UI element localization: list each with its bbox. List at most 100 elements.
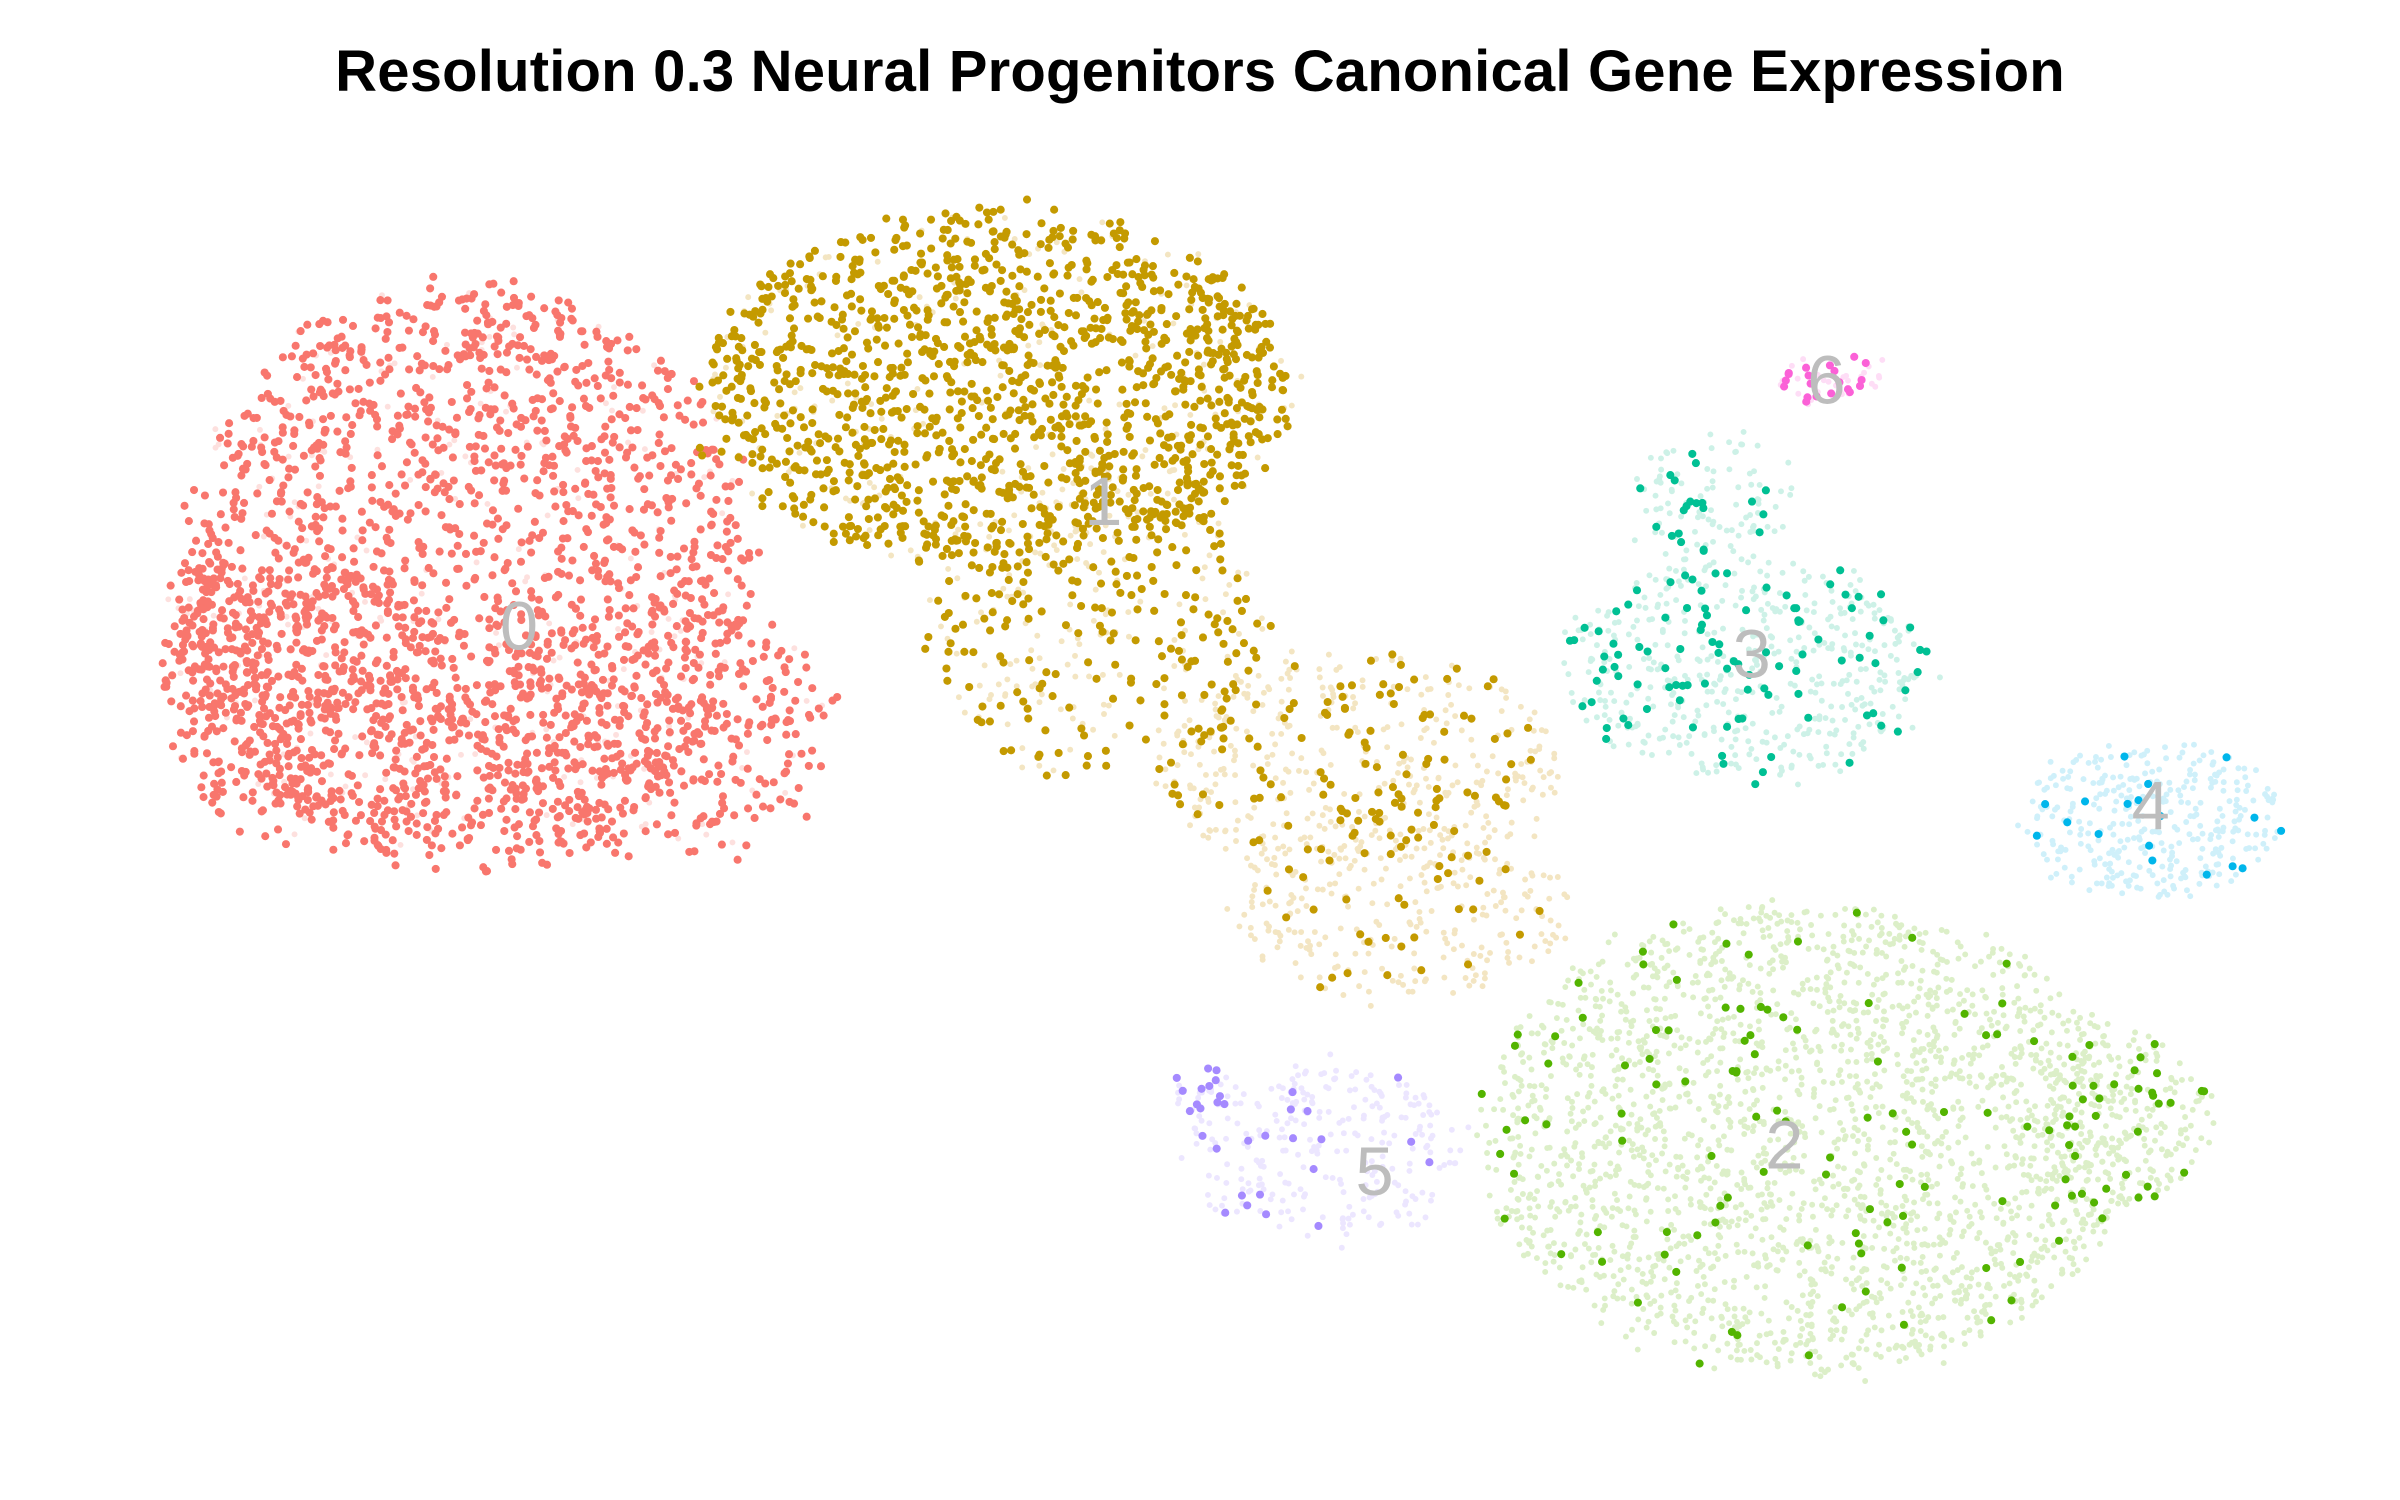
cluster-3-point xyxy=(1628,691,1635,698)
cluster-2-point xyxy=(1867,1094,1874,1101)
cluster-1-point xyxy=(1037,362,1044,369)
cluster-3-point xyxy=(1703,702,1710,709)
cluster-1-point xyxy=(1303,903,1310,909)
cluster-2-point xyxy=(1775,1118,1782,1125)
cluster-5-point xyxy=(1217,1081,1224,1088)
cluster-3-point xyxy=(1658,529,1665,536)
cluster-2-point xyxy=(2090,1206,2097,1213)
cluster-2-point xyxy=(2074,1211,2081,1218)
cluster-0-point xyxy=(543,812,550,819)
cluster-2-point xyxy=(1934,1180,1941,1187)
cluster-2-point xyxy=(1827,1327,1834,1334)
cluster-1-point xyxy=(1169,467,1176,474)
cluster-3-point xyxy=(1895,670,1902,676)
cluster-1-point xyxy=(1164,490,1171,497)
cluster-2-point xyxy=(2117,1089,2124,1096)
cluster-5-point xyxy=(1304,1232,1311,1239)
cluster-5-point xyxy=(1465,1124,1472,1131)
cluster-1-point xyxy=(1440,845,1447,852)
cluster-2-point xyxy=(2076,1090,2082,1097)
cluster-3-point xyxy=(1764,523,1771,530)
cluster-2-point xyxy=(1591,1161,1598,1168)
cluster-1-point xyxy=(1367,1002,1374,1009)
cluster-2-point xyxy=(1911,1340,1918,1347)
cluster-2-point xyxy=(2012,1153,2019,1160)
cluster-0-point xyxy=(677,627,684,634)
cluster-1-point xyxy=(1076,641,1083,648)
cluster-2-point xyxy=(1799,1236,1806,1242)
cluster-1-point xyxy=(1230,693,1237,700)
cluster-2-point xyxy=(1672,1287,1679,1294)
cluster-2-point xyxy=(1977,1318,1984,1325)
cluster-2-point xyxy=(1868,923,1875,930)
cluster-2-point xyxy=(1962,1134,1969,1141)
cluster-1-point xyxy=(1480,904,1487,911)
cluster-5-point xyxy=(1415,1100,1422,1107)
cluster-1-point xyxy=(1224,905,1231,912)
cluster-2-point xyxy=(1572,1194,1579,1201)
cluster-5-point xyxy=(1412,1131,1419,1137)
cluster-0-point xyxy=(665,615,672,622)
cluster-2-point xyxy=(2033,1236,2040,1243)
cluster-1-point xyxy=(1533,815,1540,822)
cluster-1-point xyxy=(1531,943,1538,950)
cluster-2-point xyxy=(1763,912,1770,919)
cluster-3-point xyxy=(1838,751,1845,758)
cluster-2-point xyxy=(2099,1158,2106,1165)
cluster-2-point xyxy=(1916,985,1923,992)
cluster-1-point xyxy=(1250,708,1257,715)
cluster-2-point xyxy=(1794,1307,1801,1314)
cluster-2-point xyxy=(1654,1059,1661,1066)
cluster-2-point xyxy=(1737,1101,1744,1108)
cluster-2-point xyxy=(2061,1077,2068,1084)
cluster-0-point xyxy=(451,437,458,444)
cluster-3-point xyxy=(1848,701,1855,708)
cluster-2-point xyxy=(1993,1215,2000,1222)
cluster-3-point xyxy=(1704,466,1711,472)
cluster-2-point xyxy=(1809,1334,1816,1341)
cluster-2-point xyxy=(1730,1284,1737,1291)
cluster-2-point xyxy=(1682,1338,1689,1345)
cluster-3-point xyxy=(1852,630,1858,637)
cluster-3-point xyxy=(1639,749,1646,756)
cluster-2-point xyxy=(1549,1045,1556,1052)
cluster-2-point xyxy=(1581,1053,1588,1060)
cluster-2-point xyxy=(1668,1221,1675,1228)
cluster-2-point xyxy=(1639,1051,1646,1058)
cluster-5-point xyxy=(1193,1140,1200,1147)
cluster-2-point xyxy=(1796,1272,1803,1279)
cluster-5-point xyxy=(1291,1191,1297,1198)
cluster-1-point xyxy=(1547,940,1554,947)
cluster-1-point xyxy=(1417,735,1424,741)
cluster-4-point xyxy=(2124,836,2131,843)
cluster-3-point xyxy=(1876,607,1883,614)
cluster-1-point xyxy=(1519,774,1526,781)
cluster-2-point xyxy=(1709,1335,1716,1342)
cluster-2-point xyxy=(1770,966,1776,973)
cluster-1-point xyxy=(1243,728,1250,735)
cluster-6-point xyxy=(1837,388,1844,395)
cluster-1-point xyxy=(1285,926,1292,933)
cluster-1-point xyxy=(1199,575,1206,582)
cluster-2-point xyxy=(1916,1049,1923,1056)
cluster-2-point xyxy=(1758,1310,1765,1317)
cluster-5-point xyxy=(1423,1144,1430,1151)
cluster-3-point xyxy=(1867,700,1874,707)
cluster-2-point xyxy=(1898,979,1905,986)
cluster-2-point xyxy=(1724,1306,1731,1313)
cluster-4-point xyxy=(2085,759,2092,766)
cluster-2-point xyxy=(1918,1143,1925,1150)
cluster-1-point xyxy=(1404,764,1411,771)
cluster-2-point xyxy=(2119,1180,2125,1187)
cluster-4-point xyxy=(2175,787,2182,794)
cluster-3-point xyxy=(1695,712,1702,719)
cluster-2-point xyxy=(1715,1103,1722,1110)
cluster-2-point xyxy=(1948,1158,1954,1165)
cluster-2-point xyxy=(1960,1228,1967,1235)
cluster-1-point xyxy=(1284,670,1291,677)
cluster-1-point xyxy=(1171,663,1178,669)
cluster-5-point xyxy=(1349,1211,1356,1218)
cluster-2-point xyxy=(1866,937,1873,944)
cluster-3-point xyxy=(1855,723,1862,730)
cluster-1-point xyxy=(1462,822,1469,829)
